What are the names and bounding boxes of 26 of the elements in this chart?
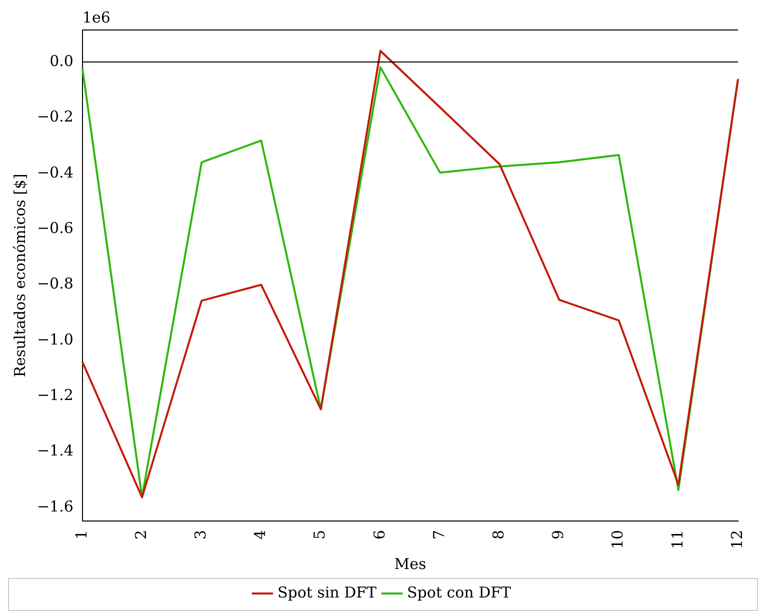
y-tick-label: −0.2 <box>36 108 74 126</box>
legend-label: Spot con DFT <box>407 583 512 602</box>
x-tick-label: 9 <box>549 530 568 540</box>
x-tick-label: 2 <box>132 530 150 540</box>
x-tick-label: 3 <box>192 530 210 540</box>
x-tick-label: 12 <box>728 530 746 550</box>
legend-label: Spot sin DFT <box>277 583 377 602</box>
x-axis-title: Mes <box>394 554 426 573</box>
y-tick-label: −1.6 <box>36 497 74 516</box>
y-axis-title: Resultados económicos [$] <box>10 174 29 378</box>
y-tick-label: −0.8 <box>36 274 74 293</box>
y-tick-label: −0.4 <box>36 163 74 182</box>
x-tick-label: 1 <box>72 530 90 540</box>
x-tick-label: 5 <box>310 530 329 540</box>
y-tick-label: −0.6 <box>36 218 74 237</box>
x-tick-label: 4 <box>251 530 270 540</box>
y-tick-label: −1.0 <box>36 330 74 348</box>
x-tick-label: 10 <box>608 530 627 550</box>
y-tick-label: 0.0 <box>50 52 74 70</box>
x-tick-label: 8 <box>490 530 508 540</box>
x-tick-label: 11 <box>668 530 686 550</box>
y-tick-label: −1.2 <box>36 386 74 404</box>
text: 1e6 <box>82 8 110 26</box>
x-tick-label: 7 <box>430 530 448 540</box>
x-tick-label: 6 <box>370 530 388 540</box>
y-tick-label: −1.4 <box>36 442 74 460</box>
